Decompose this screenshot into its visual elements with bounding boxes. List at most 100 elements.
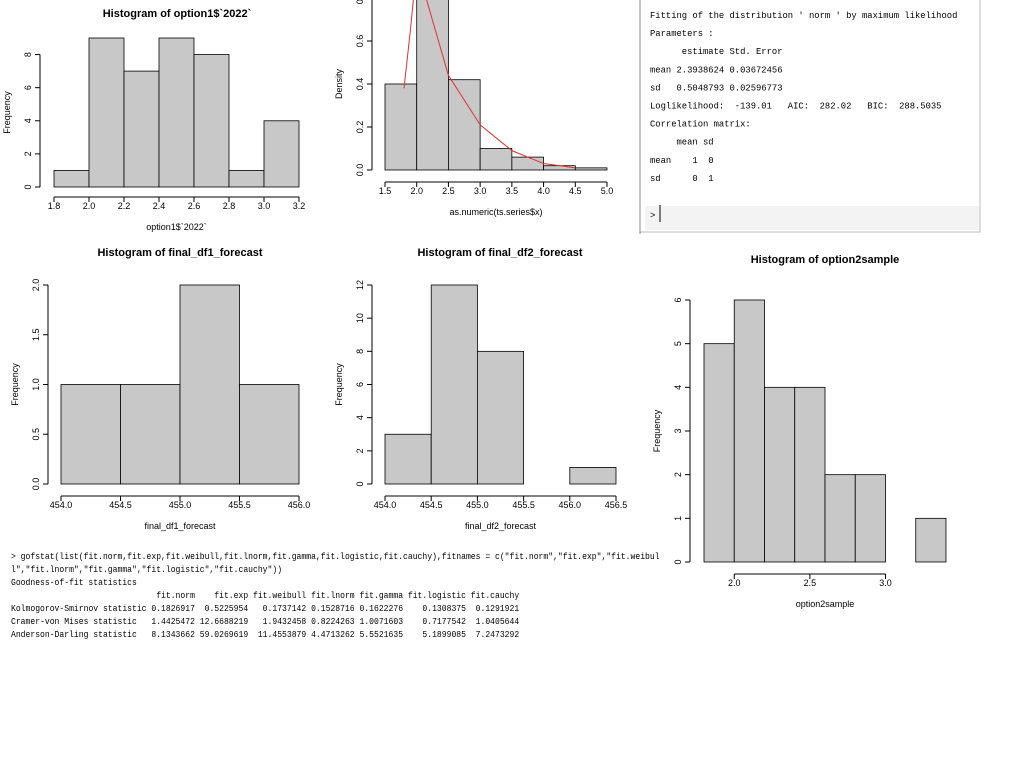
x-tick-label: 454.5 <box>420 500 443 510</box>
y-tick-label: 10 <box>355 313 365 323</box>
y-axis-label: Density <box>334 68 344 99</box>
console-line: mean sd <box>650 138 714 148</box>
y-tick-label: 4 <box>673 385 683 390</box>
y-tick-label: 5 <box>673 341 683 346</box>
bar <box>543 165 576 171</box>
y-tick-label: 0.0 <box>355 164 365 177</box>
y-tick-label: 0 <box>673 559 683 564</box>
y-axis-label: Frequency <box>2 91 12 134</box>
x-tick-label: 454.0 <box>50 500 73 510</box>
console-line: mean 1 0 <box>650 156 714 166</box>
x-tick-label: 4.5 <box>569 186 582 196</box>
bar <box>569 467 617 485</box>
x-tick-label: 3.0 <box>879 578 892 588</box>
chart-title: Histogram of option2sample <box>751 254 900 266</box>
x-tick-label: 454.5 <box>109 500 132 510</box>
output-line: Goodness-of-fit statistics <box>11 578 137 588</box>
x-tick-label: 2.4 <box>153 201 166 211</box>
x-tick-label: 456.5 <box>605 500 628 510</box>
bar <box>120 384 181 485</box>
output-line: Kolmogorov-Smirnov statistic 0.1826917 0… <box>11 604 519 614</box>
output-line: fit.norm fit.exp fit.weibull fit.lnorm f… <box>11 591 520 601</box>
x-tick-label: 3.0 <box>474 186 487 196</box>
y-tick-label: 6 <box>673 297 683 302</box>
bar <box>60 384 121 485</box>
bar <box>179 284 240 485</box>
x-tick-label: 3.2 <box>293 201 306 211</box>
x-tick-label: 5.0 <box>601 186 614 196</box>
chart-title: Histogram of final_df1_forecast <box>97 247 262 259</box>
console-input-area[interactable] <box>645 206 979 230</box>
bar <box>123 70 160 188</box>
bar <box>854 474 886 563</box>
x-tick-label: 3.5 <box>506 186 519 196</box>
y-tick-label: 1.5 <box>31 328 41 341</box>
y-tick-label: 2 <box>673 472 683 477</box>
bar <box>228 170 265 188</box>
y-tick-label: 0.4 <box>355 78 365 91</box>
y-axis-label: Frequency <box>10 363 20 406</box>
x-tick-label: 455.0 <box>169 500 192 510</box>
x-tick-label: 1.8 <box>48 201 61 211</box>
bar <box>193 54 230 188</box>
x-tick-label: 455.5 <box>228 500 251 510</box>
output-line: Cramer-von Mises statistic 1.4425472 12.… <box>11 617 519 627</box>
x-tick-label: 2.5 <box>804 578 817 588</box>
y-tick-label: 4 <box>23 118 33 123</box>
y-axis-label: Frequency <box>334 363 344 406</box>
y-tick-label: 1 <box>673 516 683 521</box>
y-tick-label: 6 <box>23 85 33 90</box>
console-line: sd 0 1 <box>650 174 714 184</box>
bar <box>416 0 449 171</box>
bar <box>384 83 418 171</box>
x-axis-label: option2sample <box>796 599 855 609</box>
console-line: Correlation matrix: <box>650 120 751 130</box>
y-tick-label: 2.0 <box>31 279 41 292</box>
y-tick-label: 3 <box>673 428 683 433</box>
x-tick-label: 2.6 <box>188 201 201 211</box>
bar <box>476 350 524 485</box>
bar <box>574 167 608 171</box>
bar <box>53 170 90 188</box>
y-axis-label: Frequency <box>652 409 662 452</box>
y-tick-label: 2 <box>23 151 33 156</box>
chart-title: Histogram of option1$`2022` <box>103 8 252 20</box>
bar <box>824 474 856 563</box>
console-line: estimate Std. Error <box>650 47 783 57</box>
y-tick-label: 0.8 <box>355 0 365 4</box>
x-tick-label: 2.0 <box>83 201 96 211</box>
bar <box>88 37 125 188</box>
bar <box>915 517 947 563</box>
bar <box>511 156 544 171</box>
y-tick-label: 1.0 <box>31 378 41 391</box>
y-tick-label: 8 <box>23 52 33 57</box>
chart-title: Histogram of final_df2_forecast <box>417 247 582 259</box>
y-tick-label: 12 <box>355 280 365 290</box>
console-line: sd 0.5048793 0.02596773 <box>650 83 783 93</box>
bar <box>794 386 826 563</box>
console-prompt: > <box>650 211 655 221</box>
y-tick-label: 4 <box>355 415 365 420</box>
bar <box>448 79 481 171</box>
x-tick-label: 2.5 <box>442 186 455 196</box>
x-tick-label: 455.0 <box>466 500 489 510</box>
output-line: Anderson-Darling statistic 8.1343662 59.… <box>11 630 519 640</box>
x-tick-label: 2.0 <box>728 578 741 588</box>
bar <box>703 343 735 563</box>
x-tick-label: 456.0 <box>559 500 582 510</box>
y-tick-label: 6 <box>355 382 365 387</box>
bar <box>384 433 432 485</box>
density-curve <box>403 0 576 169</box>
command-line: > gofstat(list(fit.norm,fit.exp,fit.weib… <box>11 552 660 562</box>
bar <box>158 37 195 188</box>
x-axis-label: option1$`2022` <box>146 222 207 232</box>
console-line: mean 2.3938624 0.03672456 <box>650 65 783 75</box>
x-axis-label: as.numeric(ts.series$x) <box>449 207 542 217</box>
x-tick-label: 456.0 <box>288 500 311 510</box>
console-window <box>639 0 981 233</box>
x-tick-label: 2.2 <box>118 201 131 211</box>
bar <box>733 299 765 563</box>
y-tick-label: 0.5 <box>31 428 41 441</box>
y-tick-label: 0 <box>355 481 365 486</box>
